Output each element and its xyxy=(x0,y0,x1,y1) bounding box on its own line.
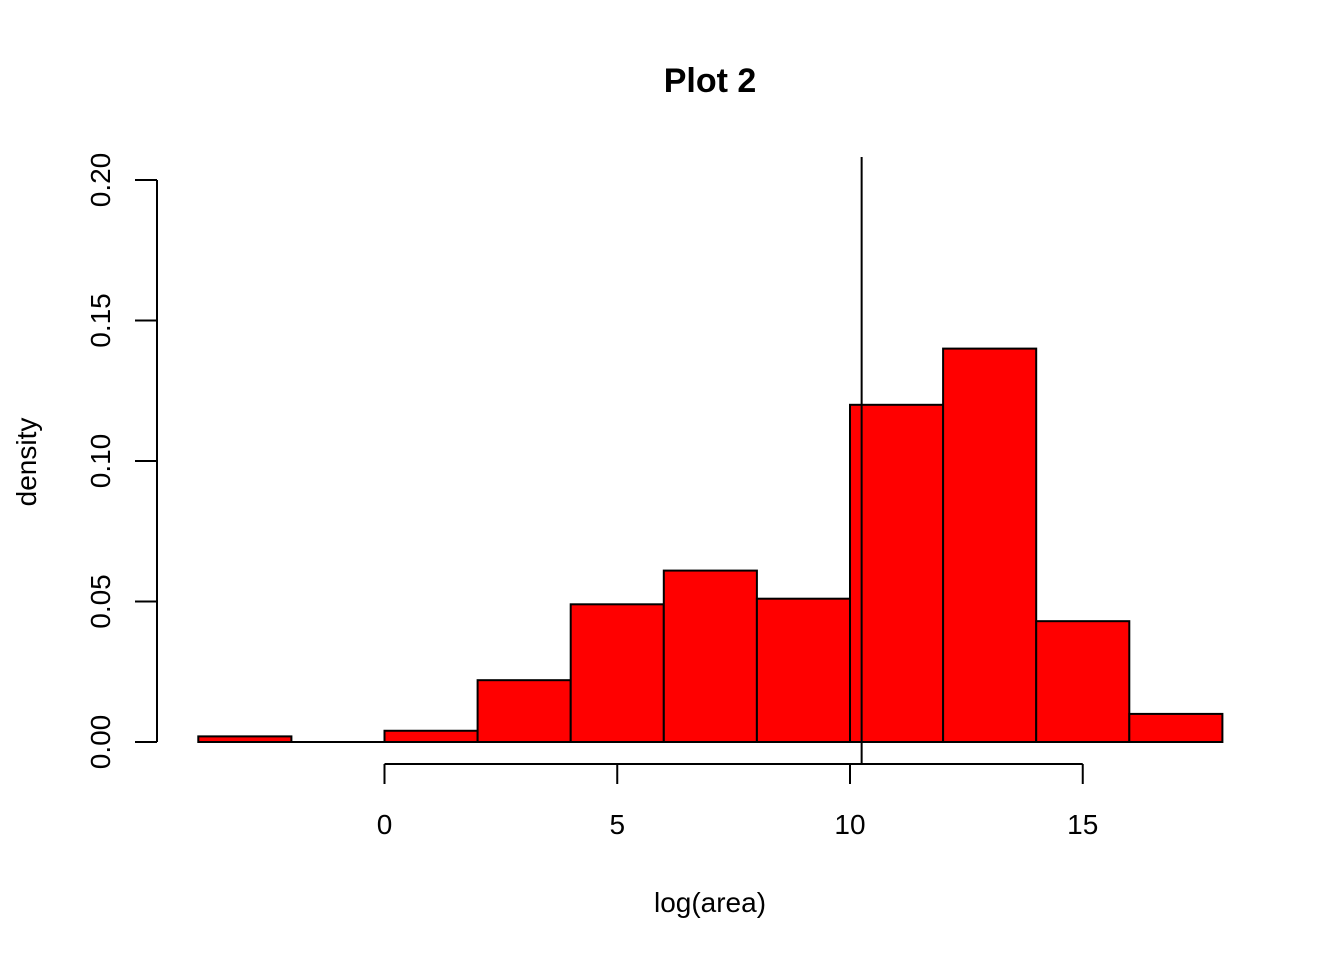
x-tick-label-0: 0 xyxy=(377,809,393,840)
x-tick-label-2: 10 xyxy=(834,809,865,840)
y-tick-label-0: 0.00 xyxy=(85,715,116,770)
y-axis: 0.00 0.05 0.10 0.15 0.20 xyxy=(85,153,158,770)
histogram-bar-6 xyxy=(755,597,852,743)
x-tick-label-3: 15 xyxy=(1067,809,1098,840)
histogram-bar-5 xyxy=(662,569,758,744)
x-axis-label: log(area) xyxy=(654,887,766,918)
y-axis-label: density xyxy=(11,418,42,507)
histogram-bar-7 xyxy=(849,403,945,743)
histogram-bar-10 xyxy=(1128,712,1224,744)
histogram-bar-0 xyxy=(197,735,293,744)
y-tick-label-3: 0.15 xyxy=(85,293,116,348)
y-tick-label-1: 0.05 xyxy=(85,574,116,629)
x-axis: 0 5 10 15 xyxy=(377,763,1098,840)
y-tick-label-4: 0.20 xyxy=(85,153,116,208)
histogram-bar-8 xyxy=(942,347,1038,743)
bars-group xyxy=(197,347,1224,744)
histogram-bar-2 xyxy=(383,729,479,744)
histogram-bar-3 xyxy=(476,679,572,743)
x-tick-label-1: 5 xyxy=(609,809,625,840)
chart-title: Plot 2 xyxy=(664,62,757,100)
histogram-bar-4 xyxy=(569,603,665,743)
histogram-bar-9 xyxy=(1035,620,1131,743)
y-tick-label-2: 0.10 xyxy=(85,434,116,489)
